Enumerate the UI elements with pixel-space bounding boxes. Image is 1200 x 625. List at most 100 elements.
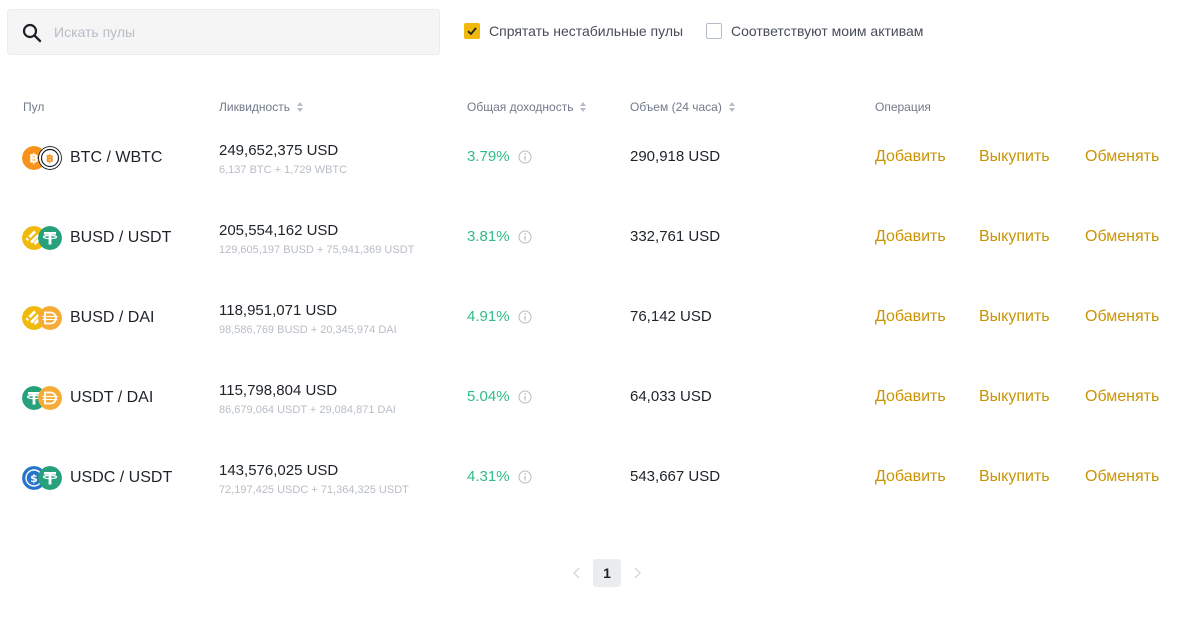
- liquidity-cell: 249,652,375 USD 6,137 BTC + 1,729 WBTC: [219, 142, 347, 176]
- redeem-button[interactable]: Выкупить: [979, 308, 1050, 325]
- liquidity-cell: 143,576,025 USD 72,197,425 USDC + 71,364,…: [219, 462, 409, 496]
- add-liquidity-button[interactable]: Добавить: [875, 228, 946, 245]
- yield-value: 4.31%: [467, 468, 510, 485]
- usdt-icon: [38, 226, 62, 250]
- coin-pair-icons: $: [22, 465, 64, 491]
- checkbox-unchecked-icon[interactable]: [706, 23, 722, 39]
- pool-pair: ฿฿ BTC / WBTC: [22, 145, 162, 171]
- yield-cell: 4.31%: [467, 468, 532, 485]
- swap-button[interactable]: Обменять: [1085, 468, 1160, 485]
- column-yield[interactable]: Общая доходность: [467, 100, 587, 114]
- sort-icon[interactable]: [579, 101, 587, 113]
- pagination: 1: [566, 559, 648, 587]
- pool-pair-name: BUSD / DAI: [70, 309, 155, 326]
- column-volume[interactable]: Объем (24 часа): [630, 100, 736, 114]
- info-icon[interactable]: [518, 230, 532, 244]
- liquidity-total: 143,576,025 USD: [219, 462, 339, 479]
- match-assets-checkbox[interactable]: Соответствуют моим активам: [706, 21, 923, 41]
- usdt-icon: [38, 466, 62, 490]
- coin-pair-icons: [22, 385, 64, 411]
- sort-icon[interactable]: [296, 101, 304, 113]
- info-icon[interactable]: [518, 390, 532, 404]
- hide-unstable-checkbox[interactable]: Спрятать нестабильные пулы: [464, 21, 683, 41]
- pool-pair-name: USDT / DAI: [70, 389, 154, 406]
- liquidity-total: 249,652,375 USD: [219, 142, 339, 159]
- table-row: BUSD / USDT 205,554,162 USD 129,605,197 BU…: [0, 222, 1200, 305]
- column-pool-label: Пул: [23, 100, 45, 114]
- column-pool: Пул: [23, 100, 44, 114]
- redeem-button[interactable]: Выкупить: [979, 228, 1050, 245]
- hide-unstable-label: Спрятать нестабильные пулы: [489, 23, 684, 39]
- redeem-button[interactable]: Выкупить: [979, 148, 1050, 165]
- pool-pair: BUSD / DAI: [22, 305, 154, 331]
- coin-pair-icons: [22, 225, 64, 251]
- table-row: $ USDC / USDT 143,576,025 USD 72,197,425 US…: [0, 462, 1200, 545]
- volume-value: 543,667 USD: [630, 468, 721, 485]
- yield-value: 3.81%: [467, 228, 510, 245]
- prev-page-button[interactable]: [566, 559, 588, 587]
- swap-button[interactable]: Обменять: [1085, 148, 1160, 165]
- yield-value: 4.91%: [467, 308, 510, 325]
- pool-pair: USDT / DAI: [22, 385, 153, 411]
- add-liquidity-button[interactable]: Добавить: [875, 148, 946, 165]
- swap-button[interactable]: Обменять: [1085, 308, 1160, 325]
- search-input[interactable]: [54, 10, 434, 54]
- liquidity-cell: 205,554,162 USD 129,605,197 BUSD + 75,941…: [219, 222, 414, 256]
- yield-cell: 3.79%: [467, 148, 532, 165]
- liquidity-detail: 98,586,769 BUSD + 20,345,974 DAI: [219, 324, 397, 336]
- yield-cell: 4.91%: [467, 308, 532, 325]
- volume-value: 76,142 USD: [630, 308, 712, 325]
- page-number-button[interactable]: 1: [593, 559, 621, 587]
- yield-value: 5.04%: [467, 388, 510, 405]
- column-operation-label: Операция: [875, 100, 931, 114]
- yield-cell: 5.04%: [467, 388, 532, 405]
- pool-pair: $ USDC / USDT: [22, 465, 172, 491]
- liquidity-detail: 72,197,425 USDC + 71,364,325 USDT: [219, 484, 409, 496]
- search-box[interactable]: [7, 9, 440, 55]
- table-header: Пул Ликвидность Общая доходность Объем (…: [0, 96, 1200, 118]
- info-icon[interactable]: [518, 470, 532, 484]
- add-liquidity-button[interactable]: Добавить: [875, 468, 946, 485]
- svg-text:$: $: [30, 472, 38, 485]
- redeem-button[interactable]: Выкупить: [979, 388, 1050, 405]
- liquidity-total: 115,798,804 USD: [219, 382, 338, 399]
- wbtc-icon: ฿: [38, 146, 62, 170]
- swap-button[interactable]: Обменять: [1085, 388, 1160, 405]
- pool-pair-name: BTC / WBTC: [70, 149, 163, 166]
- liquidity-detail: 86,679,064 USDT + 29,084,871 DAI: [219, 404, 396, 416]
- add-liquidity-button[interactable]: Добавить: [875, 308, 946, 325]
- info-icon[interactable]: [518, 310, 532, 324]
- liquidity-detail: 129,605,197 BUSD + 75,941,369 USDT: [219, 244, 415, 256]
- liquidity-total: 118,951,071 USD: [219, 302, 338, 319]
- add-liquidity-button[interactable]: Добавить: [875, 388, 946, 405]
- redeem-button[interactable]: Выкупить: [979, 468, 1050, 485]
- pool-pair-name: USDC / USDT: [70, 469, 173, 486]
- yield-value: 3.79%: [467, 148, 510, 165]
- table-row: USDT / DAI 115,798,804 USD 86,679,064 USDT…: [0, 382, 1200, 465]
- volume-value: 290,918 USD: [630, 148, 721, 165]
- column-liquidity-label: Ликвидность: [219, 100, 290, 114]
- liquidity-cell: 115,798,804 USD 86,679,064 USDT + 29,084,…: [219, 382, 396, 416]
- pool-pair: BUSD / USDT: [22, 225, 171, 251]
- dai-icon: [38, 386, 62, 410]
- liquidity-detail: 6,137 BTC + 1,729 WBTC: [219, 164, 348, 176]
- coin-pair-icons: ฿฿: [22, 145, 64, 171]
- svg-text:฿: ฿: [29, 152, 38, 167]
- dai-icon: [38, 306, 62, 330]
- column-volume-label: Объем (24 часа): [630, 100, 722, 114]
- table-row: BUSD / DAI 118,951,071 USD 98,586,769 BUSD…: [0, 302, 1200, 385]
- column-yield-label: Общая доходность: [467, 100, 574, 114]
- sort-icon[interactable]: [728, 101, 736, 113]
- column-liquidity[interactable]: Ликвидность: [219, 100, 304, 114]
- checkbox-checked-icon[interactable]: [464, 23, 480, 39]
- search-icon: [22, 23, 42, 43]
- liquidity-cell: 118,951,071 USD 98,586,769 BUSD + 20,345,…: [219, 302, 397, 336]
- table-row: ฿฿ BTC / WBTC 249,652,375 USD 6,137 BTC + 1…: [0, 142, 1200, 225]
- volume-value: 332,761 USD: [630, 228, 721, 245]
- volume-value: 64,033 USD: [630, 388, 712, 405]
- next-page-button[interactable]: [626, 559, 648, 587]
- coin-pair-icons: [22, 305, 64, 331]
- chevron-right-icon: [634, 567, 641, 579]
- swap-button[interactable]: Обменять: [1085, 228, 1160, 245]
- info-icon[interactable]: [518, 150, 532, 164]
